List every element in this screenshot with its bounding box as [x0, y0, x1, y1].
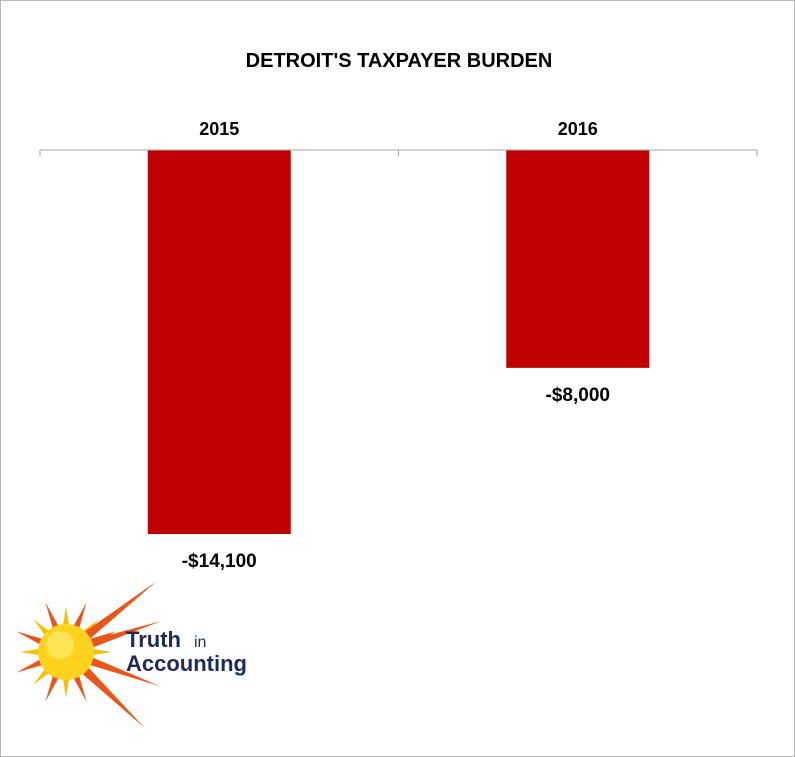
logo-word-in: in	[194, 634, 206, 651]
sun-ray-icon	[33, 668, 50, 685]
sun-ray-icon	[16, 631, 44, 645]
category-label-2016: 2016	[558, 119, 598, 139]
truth-in-accounting-logo: Truth in Accounting	[16, 581, 247, 729]
category-axis	[39, 149, 758, 156]
sun-rays-icon	[16, 581, 162, 729]
sun-ray-icon	[91, 648, 112, 656]
sun-ray-icon	[20, 648, 41, 656]
sun-long-ray-icon	[88, 657, 160, 687]
data-label-2015: -$14,100	[182, 551, 257, 572]
sun-ray-icon	[45, 674, 59, 702]
sun-long-ray-icon	[81, 666, 146, 729]
sun-highlight-icon	[46, 631, 74, 659]
labels-layer: 2015 -$14,100 2016 -$8,000	[182, 119, 610, 572]
bars-layer	[147, 150, 650, 534]
chart-title: DETROIT'S TAXPAYER BURDEN	[246, 50, 553, 72]
category-label-2015: 2015	[199, 119, 239, 139]
sun-ray-icon	[73, 674, 87, 702]
sun-ray-icon	[16, 659, 44, 673]
sun-ray-icon	[62, 606, 70, 627]
sun-ray-icon	[73, 602, 87, 630]
logo-word-truth: Truth	[126, 627, 181, 652]
sun-ray-icon	[62, 677, 70, 698]
bar-2015	[147, 150, 291, 534]
logo-word-accounting: Accounting	[126, 651, 247, 676]
sun-ray-icon	[33, 619, 50, 636]
sun-long-ray-icon	[83, 581, 157, 640]
sun-long-ray-icon	[89, 621, 162, 648]
data-label-2016: -$8,000	[546, 385, 610, 406]
sun-ray-icon	[45, 602, 59, 630]
bar-2016	[506, 150, 650, 368]
